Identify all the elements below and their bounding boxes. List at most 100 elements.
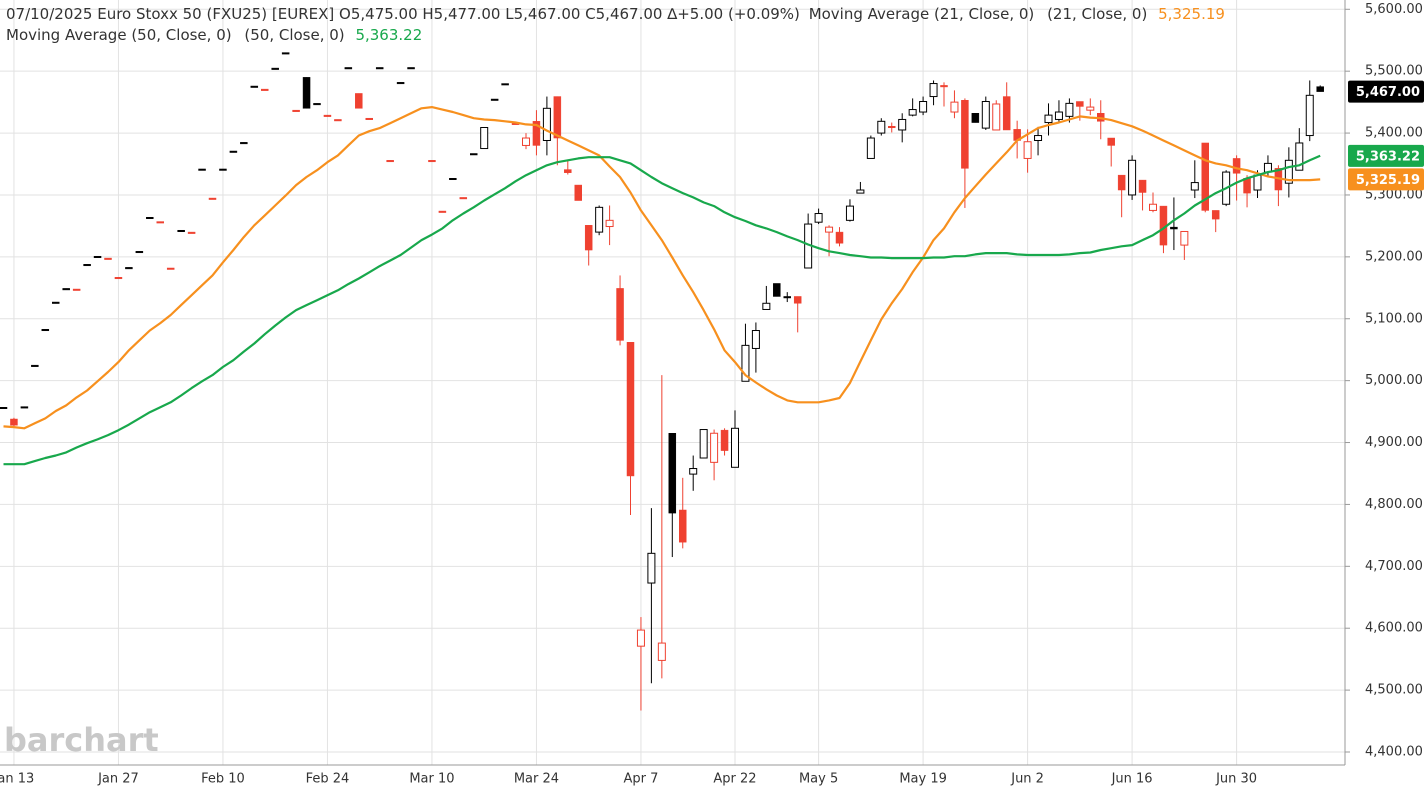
candle-body [1002,96,1011,131]
y-tick-label: 4,400.00 [1365,745,1423,760]
x-tick-label: Apr 7 [623,772,658,787]
candle-body [731,427,739,468]
candle-body [177,229,185,232]
candle-body [762,302,771,310]
candle-body [1284,159,1293,184]
quote-info: 07/10/2025 Euro Stoxx 50 (FXU25) [EUREX]… [6,5,800,23]
legend-name: Moving Average (21, Close, 0) [809,5,1035,23]
header-line: Moving Average (50, Close, 0) (50, Close… [6,26,422,44]
candle-body [470,153,478,156]
candle-body [313,103,321,106]
candle-body [856,189,865,194]
candle-body [261,88,269,91]
candle-body [1170,226,1178,230]
candle-body [449,178,457,181]
candle-body [845,205,854,221]
candle-body [302,77,311,109]
candle-body [584,225,593,251]
candle-body [971,113,980,123]
candle-body [104,257,112,260]
candle-body [751,330,760,349]
y-tick-label: 5,400.00 [1365,126,1423,141]
plot-area [0,52,1324,711]
candle-body [1211,210,1220,220]
candle-body [720,429,729,451]
y-tick-label: 5,000.00 [1365,373,1423,388]
candle-body [668,433,677,514]
candle-body [72,288,81,291]
candle-body [501,83,509,86]
y-tick-label: 5,300.00 [1365,187,1423,202]
candle-body [1086,106,1095,111]
candle-body [323,114,332,117]
candle-body [396,82,405,85]
candle-body [407,67,415,70]
candle-body [553,96,562,139]
candle-body [574,184,582,201]
x-tick-label: Feb 24 [306,772,350,787]
candle-body [490,98,499,101]
x-tick-label: Jun 2 [1010,772,1044,787]
price-badge [1348,168,1424,191]
candle-body [981,101,990,129]
candle-body [480,127,489,150]
candle-body [62,288,70,291]
candle-body [877,120,886,134]
x-tick-label: Apr 22 [713,772,756,787]
candle-body [1149,203,1157,211]
candle-body [616,288,624,341]
header-line: 07/10/2025 Euro Stoxx 50 (FXU25) [EUREX]… [6,5,1225,23]
candle-body [866,137,875,159]
y-tick-label: 4,500.00 [1365,683,1423,698]
candle-body [1316,86,1324,92]
x-tick-label: Mar 24 [514,772,559,787]
candle-body [187,231,196,234]
candle-body [940,85,948,88]
candle-body [741,344,750,382]
candle-body [835,231,844,244]
x-tick-label: May 19 [899,772,947,787]
candle-body [888,126,896,129]
x-tick-label: Jun 30 [1215,772,1257,787]
y-tick-label: 5,200.00 [1365,249,1423,264]
candle-body [386,160,394,163]
candle-body [783,296,791,299]
y-tick-label: 5,600.00 [1365,2,1423,17]
candle-body [1253,174,1262,191]
x-tick-label: Mar 10 [409,772,454,787]
candle-body [52,301,60,304]
candle-body [292,109,300,112]
candle-body [1117,174,1126,191]
candle-body [689,468,698,475]
candle-body [950,101,959,113]
candle-body [365,117,373,120]
candle-body [814,213,823,223]
candle-body [166,267,175,270]
candle-body [0,407,8,410]
legend-name: Moving Average (50, Close, 0) [6,26,232,44]
x-tick-label: Jan 13 [0,772,34,787]
candle-body [929,83,938,98]
candle-body [699,429,708,459]
candle-body [135,251,144,254]
price-badge-label: 5,363.22 [1356,149,1420,164]
candle-body [281,52,290,55]
candle-body [1044,114,1053,124]
candle-body [1128,159,1137,196]
candle-body [522,137,530,146]
x-tick-label: Jun 16 [1111,772,1153,787]
candle-body [564,169,572,173]
candle-body [198,168,206,171]
candle-body [375,67,384,70]
grid [0,0,1345,765]
candle-body [1023,141,1032,159]
candle-body [229,150,238,153]
candle-body [271,67,279,70]
candle-body [344,67,353,70]
candle-body [41,329,50,332]
candle-body [438,210,447,213]
candle-body [31,364,39,367]
legend-params: (21, Close, 0) [1047,5,1147,23]
